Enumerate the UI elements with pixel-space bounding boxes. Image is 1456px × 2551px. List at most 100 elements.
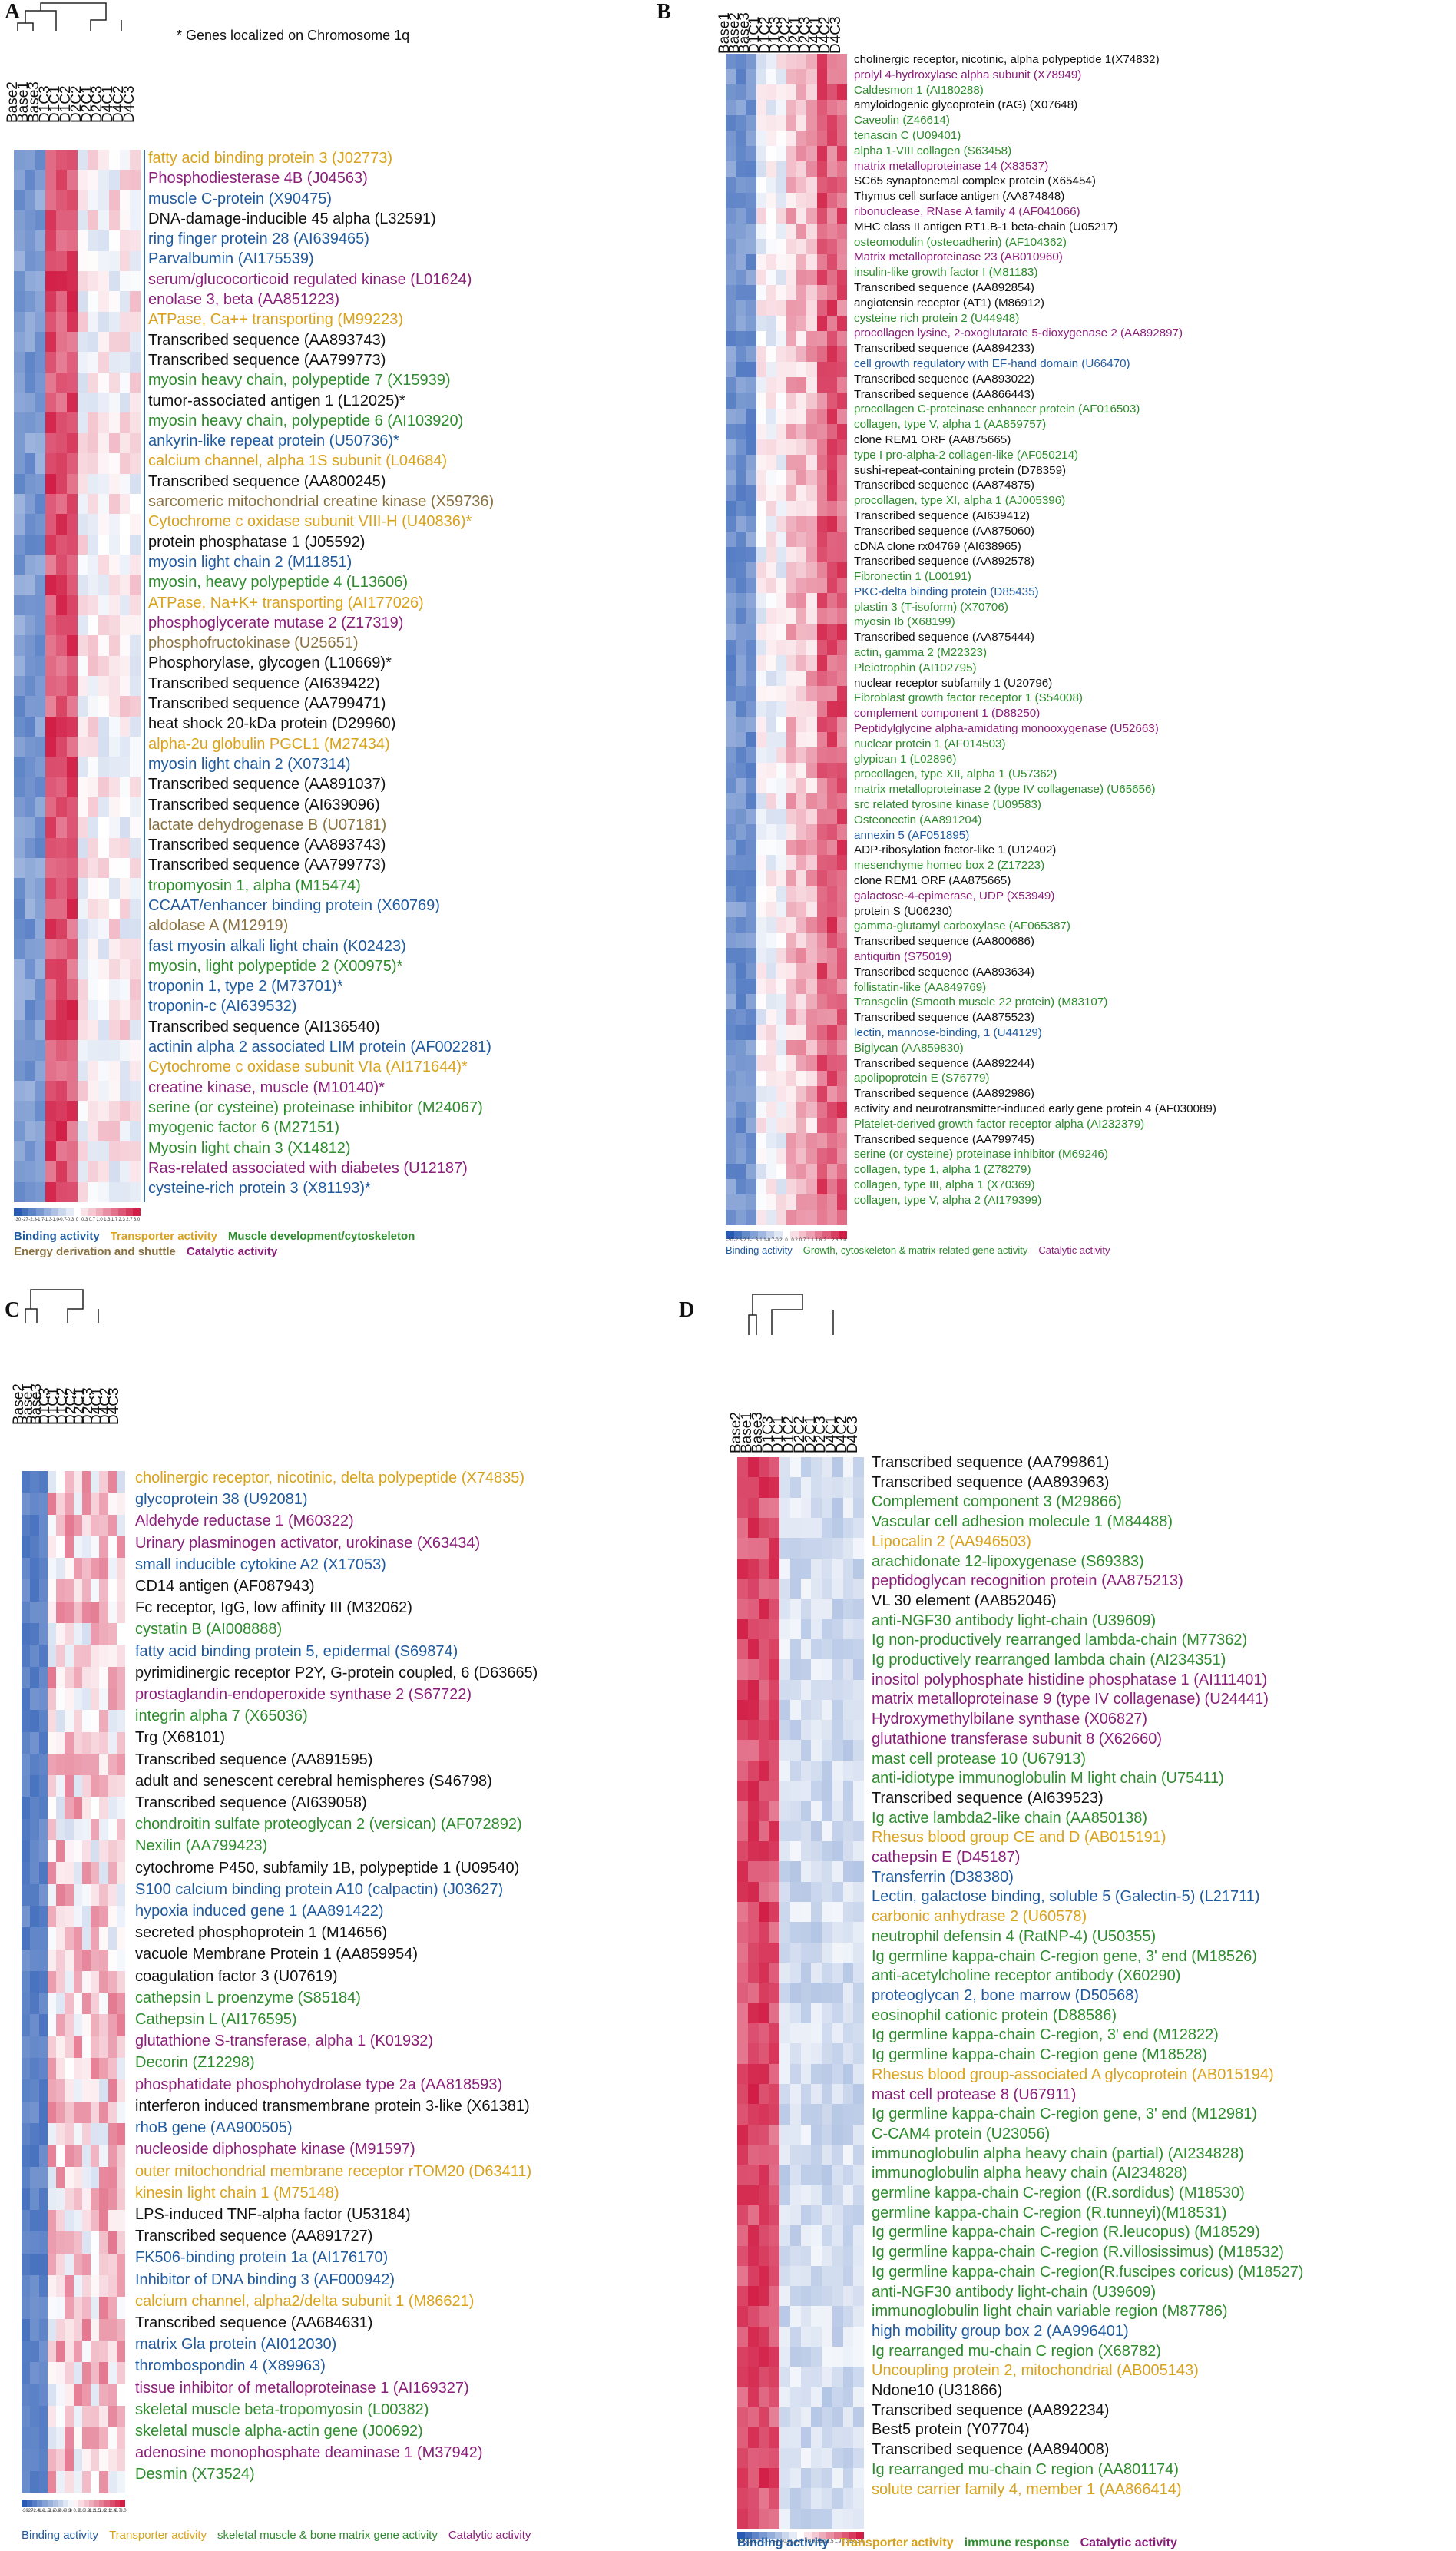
heatmap-cell	[24, 1101, 35, 1121]
heatmap-cell	[24, 979, 35, 1000]
heatmap-cell	[832, 1699, 843, 1721]
heatmap-cell	[77, 1181, 88, 1202]
heatmap-cell	[779, 2286, 790, 2307]
heatmap-cell	[779, 2225, 790, 2246]
heatmap-cell	[836, 670, 847, 686]
heatmap-cell	[56, 190, 67, 211]
scale-tick-label: -1.1	[774, 2539, 783, 2544]
heatmap-cell	[45, 837, 56, 859]
heatmap-cell	[746, 778, 756, 794]
heatmap-cell	[736, 408, 746, 424]
heatmap-cell	[816, 423, 827, 439]
heatmap-cell	[38, 1993, 48, 2015]
heatmap-cell	[746, 1102, 756, 1118]
heatmap-cell	[806, 578, 817, 594]
heatmap-cell	[81, 2079, 91, 2102]
heatmap-cell	[766, 654, 776, 671]
gene-label: peptidoglycan recognition protein (AA875…	[872, 1572, 1183, 1590]
heatmap-cell	[766, 593, 776, 609]
heatmap-cell	[30, 2079, 39, 2102]
heatmap-cell	[130, 352, 141, 373]
heatmap-cell	[826, 639, 837, 655]
heatmap-cell	[56, 797, 67, 818]
scale-swatch	[125, 1208, 134, 1216]
heatmap-cell	[796, 393, 807, 409]
heatmap-cell	[806, 932, 817, 948]
heatmap-cell	[842, 1720, 854, 1741]
heatmap-cell	[816, 916, 827, 933]
gene-label: mast cell protease 10 (U67913)	[872, 1750, 1087, 1767]
heatmap-cell	[789, 2508, 801, 2529]
heatmap-cell	[736, 901, 746, 917]
gene-label: heat shock 20-kDa protein (D29960)	[148, 715, 396, 733]
heatmap-cell	[65, 1645, 74, 1667]
heatmap-cell	[746, 161, 756, 177]
heatmap-cell	[796, 932, 807, 948]
heatmap-cell	[91, 1927, 100, 1950]
heatmap-cell	[853, 2407, 864, 2428]
heatmap-cell	[769, 2447, 779, 2469]
heatmap-cell	[119, 1141, 131, 1162]
heatmap-cell	[736, 469, 746, 485]
heatmap-cell	[737, 1740, 748, 1761]
heatmap-cell	[66, 999, 78, 1020]
heatmap-cell	[736, 1163, 746, 1179]
heatmap-cell	[99, 2297, 108, 2319]
heatmap-cell	[832, 2205, 843, 2226]
heatmap-cell	[99, 1775, 108, 1797]
heatmap-cell	[776, 824, 786, 840]
heatmap-cell	[65, 2340, 74, 2363]
gene-label: S100 calcium binding protein A10 (calpac…	[135, 1880, 504, 1898]
scale-swatch	[63, 2500, 68, 2507]
heatmap-cell	[842, 2023, 854, 2044]
heatmap-cell	[56, 1181, 67, 1202]
heatmap-cell	[769, 1477, 779, 1498]
heatmap-cell	[47, 1862, 56, 1884]
heatmap-cell	[737, 2063, 748, 2084]
legend-item: Catalytic activity	[1038, 1244, 1110, 1256]
heatmap-cell	[826, 238, 837, 254]
heatmap-cell	[56, 2297, 65, 2319]
heatmap-cell	[811, 1820, 822, 1842]
heatmap-cell	[786, 562, 797, 578]
heatmap-cell	[842, 2225, 854, 2246]
heatmap-cell	[736, 439, 746, 455]
heatmap-cell	[77, 737, 88, 757]
heatmap-cell	[853, 2144, 864, 2165]
gene-label: fatty acid binding protein 5, epidermal …	[135, 1642, 458, 1660]
heatmap-cell	[746, 1209, 756, 1225]
heatmap-cell	[842, 2063, 854, 2084]
heatmap-cell	[766, 670, 776, 686]
heatmap-cell	[81, 1970, 91, 1993]
heatmap-cell	[35, 150, 46, 171]
heatmap-cell	[796, 608, 807, 624]
heatmap-cell	[726, 454, 736, 470]
heatmap-cell	[108, 939, 120, 959]
heatmap-cell	[816, 146, 827, 162]
heatmap-cell	[826, 253, 837, 270]
heatmap-cell	[30, 1927, 39, 1950]
heatmap-cell	[108, 393, 120, 413]
gene-label: cathepsin E (D45187)	[872, 1849, 1021, 1867]
heatmap-cell	[826, 1194, 837, 1210]
heatmap-cell	[747, 1963, 759, 1983]
heatmap-cell	[77, 655, 88, 676]
heatmap-cell	[116, 1710, 125, 1732]
heatmap-cell	[842, 1902, 854, 1923]
heatmap-cell	[816, 346, 827, 363]
heatmap-cell	[88, 1121, 98, 1141]
scale-tick-label: 1.8	[99, 2509, 106, 2513]
heatmap-cell	[98, 352, 109, 373]
heatmap-cell	[22, 2122, 31, 2145]
heatmap-cell	[796, 1071, 807, 1087]
heatmap-cell	[56, 2101, 65, 2123]
heatmap-cell	[47, 1536, 56, 1559]
heatmap-cell	[789, 2023, 801, 2044]
heatmap-cell	[779, 2185, 790, 2205]
heatmap-cell	[56, 898, 67, 919]
heatmap-cell	[108, 1471, 117, 1493]
heatmap-cell	[800, 1820, 812, 1842]
heatmap-cell	[800, 2427, 812, 2448]
heatmap-cell	[779, 2427, 790, 2448]
heatmap-cell	[853, 1679, 864, 1700]
